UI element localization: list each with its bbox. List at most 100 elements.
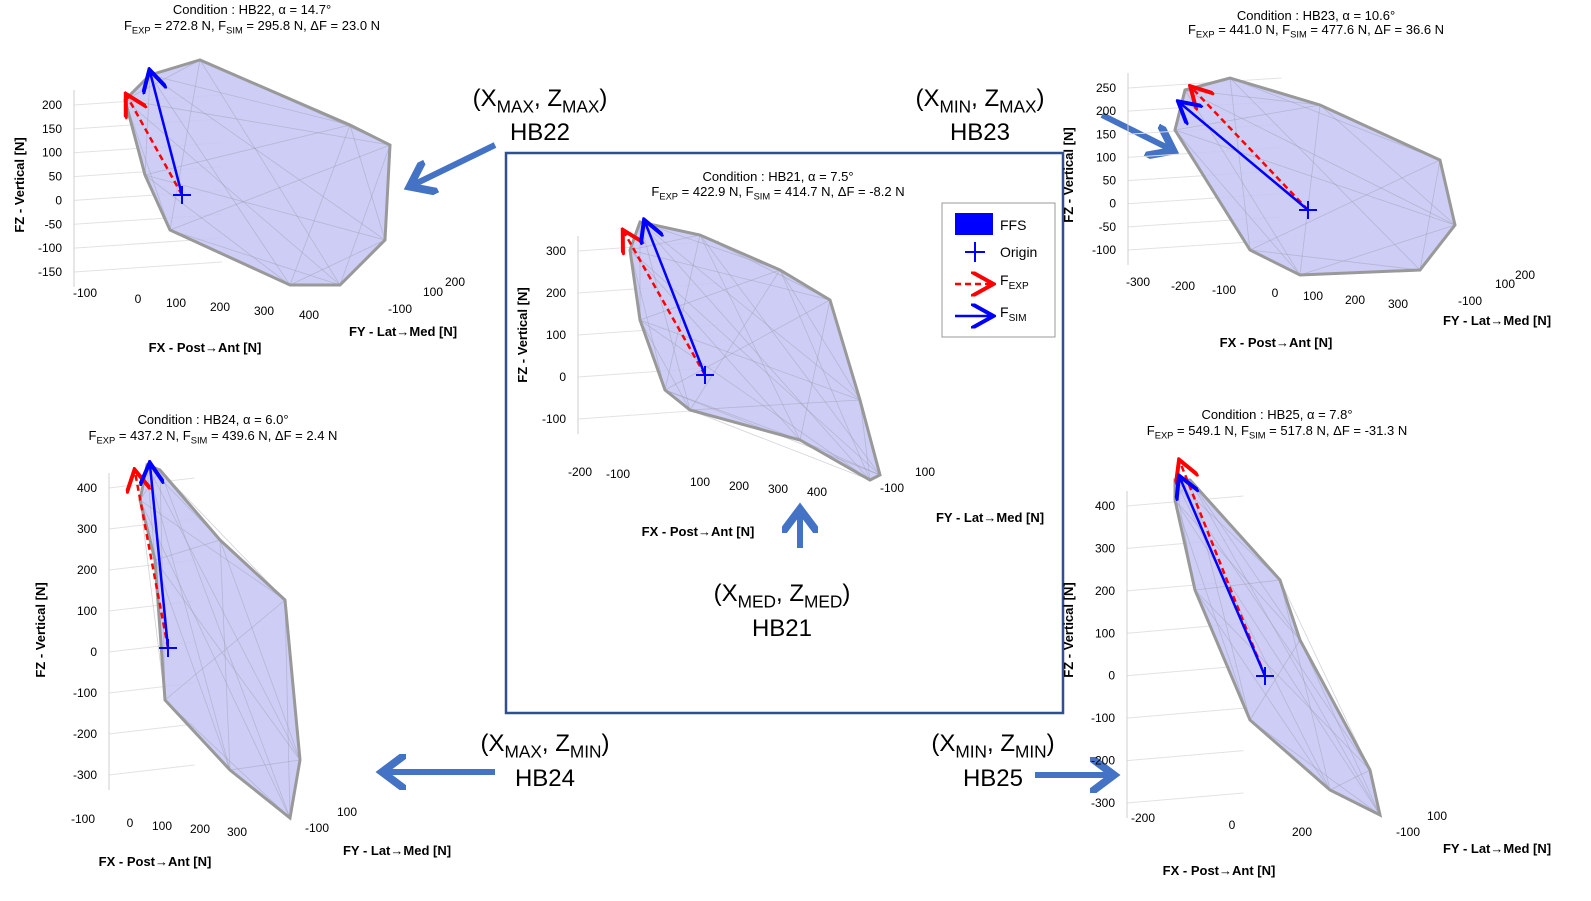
mesh-edge <box>1249 249 1421 271</box>
mesh-edge <box>124 99 391 146</box>
x-axis-label: FX - Post→Ant [N] <box>99 854 212 869</box>
z-tick-label: -100 <box>542 412 566 426</box>
origin-marker <box>1256 667 1274 685</box>
condition-title: Condition : HB22, α = 14.7° <box>173 2 331 17</box>
grid-line <box>1126 750 1244 762</box>
f-exp-arrow <box>127 96 184 196</box>
z-tick-label: 0 <box>1109 197 1116 211</box>
text-part: = 439.6 N, ΔF = 2.4 N <box>207 428 337 443</box>
mesh-edge <box>1174 129 1301 276</box>
x-tick-label: 400 <box>807 485 827 499</box>
mesh-edge <box>159 469 291 819</box>
mesh-edge <box>144 174 386 241</box>
text-part: (X <box>473 85 497 112</box>
mesh-edge <box>1174 479 1371 771</box>
y-axis-label: FY - Lat→Med [N] <box>343 843 451 858</box>
y-axis-label: FY - Lat→Med [N] <box>1443 841 1551 856</box>
region-label: (XMED, ZMED) <box>714 580 851 612</box>
mesh-edge <box>1174 499 1301 641</box>
y-tick-label: -100 <box>388 302 412 316</box>
case-label: HB23 <box>950 119 1010 146</box>
mesh-edge <box>164 699 291 819</box>
y-tick-label: -100 <box>305 821 329 835</box>
origin-marker <box>173 186 191 204</box>
mesh-edge <box>1249 639 1301 721</box>
legend-label: FSIM <box>1000 304 1026 324</box>
text-part: = 477.6 N, ΔF = 36.6 N <box>1307 22 1444 37</box>
condition-title: Condition : HB23, α = 10.6° <box>1237 8 1395 23</box>
mesh-edge <box>169 59 201 231</box>
ffs-outline <box>1173 478 1383 818</box>
mesh-edge <box>1229 77 1251 251</box>
y-tick-label: -100 <box>880 481 904 495</box>
z-tick-label: -200 <box>1091 754 1115 768</box>
x-tick-label: 100 <box>1303 289 1323 303</box>
plot-panel: Condition : HB25, α = 7.8° 400 300 200 100 0 -… <box>963 407 1551 878</box>
text-part: = 437.2 N, F <box>115 428 191 443</box>
condition-title: Condition : HB24, α = 6.0° <box>137 412 288 427</box>
x-tick-label: 0 <box>135 292 142 306</box>
ffs-outline <box>628 220 882 482</box>
x-tick-label: 0 <box>1229 818 1236 832</box>
z-axis-label: FZ - Vertical [N] <box>515 287 530 382</box>
subscript: MAX <box>497 97 535 117</box>
mesh-edge <box>124 99 341 286</box>
y-axis-label: FY - Lat→Med [N] <box>1443 313 1551 328</box>
mesh-edge <box>154 539 221 561</box>
mesh-edge <box>799 299 831 441</box>
z-tick-label: 250 <box>1096 81 1116 95</box>
z-tick-label: -300 <box>1091 796 1115 810</box>
x-tick-label: 0 <box>127 816 134 830</box>
mesh-edge <box>284 599 291 819</box>
mesh-edge <box>1174 479 1331 791</box>
grid-line <box>1127 77 1282 89</box>
mesh-edge <box>1279 579 1371 771</box>
subscript: MIN <box>939 97 971 117</box>
mesh-edge <box>154 559 231 771</box>
text-part: (X <box>480 730 504 757</box>
text-part: = 414.7 N, ΔF = -8.2 N <box>770 184 904 199</box>
mesh-edge <box>639 319 691 411</box>
mesh-edge <box>1189 479 1251 721</box>
x-tick-label: -200 <box>568 465 592 479</box>
z-tick-label: 0 <box>559 370 566 384</box>
x-tick-label: -100 <box>73 286 97 300</box>
subscript: SIM <box>1009 313 1027 324</box>
mesh-edge <box>219 539 301 761</box>
origin-marker <box>1299 201 1317 219</box>
mesh-edge <box>639 319 871 481</box>
force-summary: FEXP = 422.9 N, FSIM = 414.7 N, ΔF = -8.… <box>651 184 904 202</box>
x-tick-label: 300 <box>254 304 274 318</box>
mesh-edge <box>139 499 166 701</box>
subscript: EXP <box>1155 431 1174 441</box>
text-part: F <box>124 18 132 33</box>
z-tick-label: -100 <box>1091 711 1115 725</box>
mesh-edge <box>1279 579 1331 791</box>
region-label: (XMIN, ZMIN) <box>931 730 1054 762</box>
force-summary: FEXP = 549.1 N, FSIM = 517.8 N, ΔF = -31… <box>1147 423 1407 441</box>
z-tick-label: 100 <box>77 604 97 618</box>
subscript: SIM <box>226 26 243 36</box>
f-sim-arrow <box>1180 478 1267 677</box>
y-tick-label: 100 <box>915 465 935 479</box>
force-summary: FEXP = 272.8 N, FSIM = 295.8 N, ΔF = 23.… <box>124 18 380 36</box>
text-part: , Z <box>776 580 804 607</box>
mesh-edge <box>219 539 231 771</box>
grid-line <box>1126 707 1244 719</box>
z-tick-label: -100 <box>38 241 62 255</box>
mesh-edge <box>639 221 861 401</box>
mesh-edge <box>144 124 351 176</box>
mesh-edge <box>859 399 871 481</box>
z-tick-label: -150 <box>38 265 62 279</box>
mesh-edge <box>149 74 386 241</box>
mesh-edge <box>1174 499 1381 816</box>
x-tick-label: -100 <box>1212 283 1236 297</box>
x-tick-label: 200 <box>1345 293 1365 307</box>
x-axis-label: FX - Post→Ant [N] <box>1163 863 1276 878</box>
z-tick-label: 0 <box>55 193 62 207</box>
z-tick-label: 100 <box>1095 626 1115 640</box>
subscript: EXP <box>97 436 116 446</box>
subscript: MAX <box>504 742 542 762</box>
feasible-force-set <box>1175 480 1380 815</box>
text-part: F <box>1000 304 1009 320</box>
